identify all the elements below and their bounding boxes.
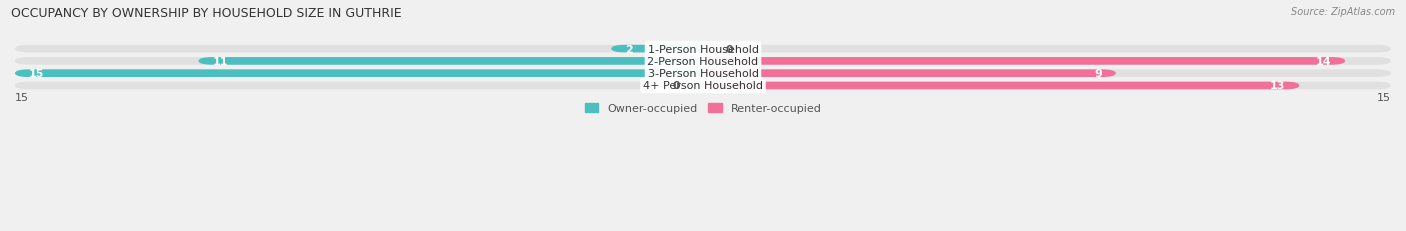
Text: 13: 13 bbox=[1270, 81, 1285, 91]
Text: 15: 15 bbox=[1376, 93, 1391, 103]
Text: Source: ZipAtlas.com: Source: ZipAtlas.com bbox=[1291, 7, 1395, 17]
Text: 4+ Person Household: 4+ Person Household bbox=[643, 81, 763, 91]
Text: 15: 15 bbox=[28, 69, 44, 79]
FancyBboxPatch shape bbox=[703, 82, 1299, 90]
FancyBboxPatch shape bbox=[703, 58, 1346, 65]
Legend: Owner-occupied, Renter-occupied: Owner-occupied, Renter-occupied bbox=[581, 99, 825, 119]
FancyBboxPatch shape bbox=[612, 46, 703, 53]
FancyBboxPatch shape bbox=[703, 70, 1116, 78]
FancyBboxPatch shape bbox=[15, 70, 1391, 78]
FancyBboxPatch shape bbox=[15, 82, 1391, 90]
Text: 0: 0 bbox=[672, 81, 681, 91]
Text: 1-Person Household: 1-Person Household bbox=[648, 44, 758, 54]
FancyBboxPatch shape bbox=[703, 46, 717, 53]
Text: 3-Person Household: 3-Person Household bbox=[648, 69, 758, 79]
FancyBboxPatch shape bbox=[15, 58, 1391, 65]
Text: 9: 9 bbox=[1094, 69, 1102, 79]
FancyBboxPatch shape bbox=[198, 58, 703, 65]
FancyBboxPatch shape bbox=[15, 70, 703, 78]
Text: 11: 11 bbox=[212, 57, 228, 67]
FancyBboxPatch shape bbox=[15, 46, 1391, 53]
Text: 2: 2 bbox=[626, 44, 633, 54]
Text: 0: 0 bbox=[725, 44, 734, 54]
Text: 15: 15 bbox=[15, 93, 30, 103]
Text: 2-Person Household: 2-Person Household bbox=[647, 57, 759, 67]
Text: 14: 14 bbox=[1316, 57, 1331, 67]
FancyBboxPatch shape bbox=[689, 82, 703, 90]
Text: OCCUPANCY BY OWNERSHIP BY HOUSEHOLD SIZE IN GUTHRIE: OCCUPANCY BY OWNERSHIP BY HOUSEHOLD SIZE… bbox=[11, 7, 402, 20]
